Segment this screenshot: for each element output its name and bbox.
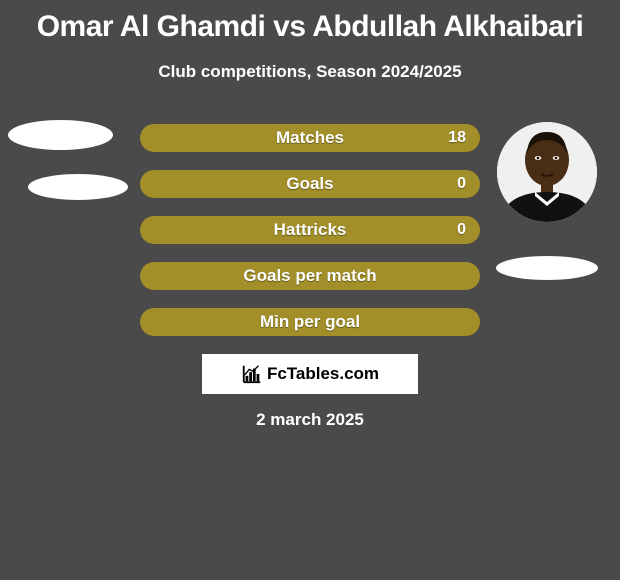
bar-label: Goals xyxy=(140,174,480,194)
left-player-placeholder-col xyxy=(8,120,123,200)
bar-label: Matches xyxy=(140,128,480,148)
bar-label: Goals per match xyxy=(140,266,480,286)
bar-matches: Matches 18 xyxy=(140,124,480,152)
brand-text: FcTables.com xyxy=(267,364,379,384)
bar-min-per-goal: Min per goal xyxy=(140,308,480,336)
page-subtitle: Club competitions, Season 2024/2025 xyxy=(0,62,620,82)
avatar-icon xyxy=(497,122,597,222)
left-placeholder-oval-1 xyxy=(8,120,113,150)
brand-box: FcTables.com xyxy=(202,354,418,394)
bar-value: 0 xyxy=(457,175,466,193)
bar-chart-icon xyxy=(241,363,263,385)
bar-label: Hattricks xyxy=(140,220,480,240)
bar-goals: Goals 0 xyxy=(140,170,480,198)
comparison-bars: Matches 18 Goals 0 Hattricks 0 Goals per… xyxy=(140,124,480,354)
bar-value: 0 xyxy=(457,221,466,239)
date-text: 2 march 2025 xyxy=(0,410,620,430)
left-placeholder-oval-2 xyxy=(28,174,128,200)
bar-value: 18 xyxy=(448,129,466,147)
page-title: Omar Al Ghamdi vs Abdullah Alkhaibari xyxy=(0,0,620,44)
player-avatar xyxy=(497,122,597,222)
bar-label: Min per goal xyxy=(140,312,480,332)
right-placeholder-oval xyxy=(496,256,598,280)
bar-goals-per-match: Goals per match xyxy=(140,262,480,290)
bar-hattricks: Hattricks 0 xyxy=(140,216,480,244)
right-player-col xyxy=(492,122,602,280)
